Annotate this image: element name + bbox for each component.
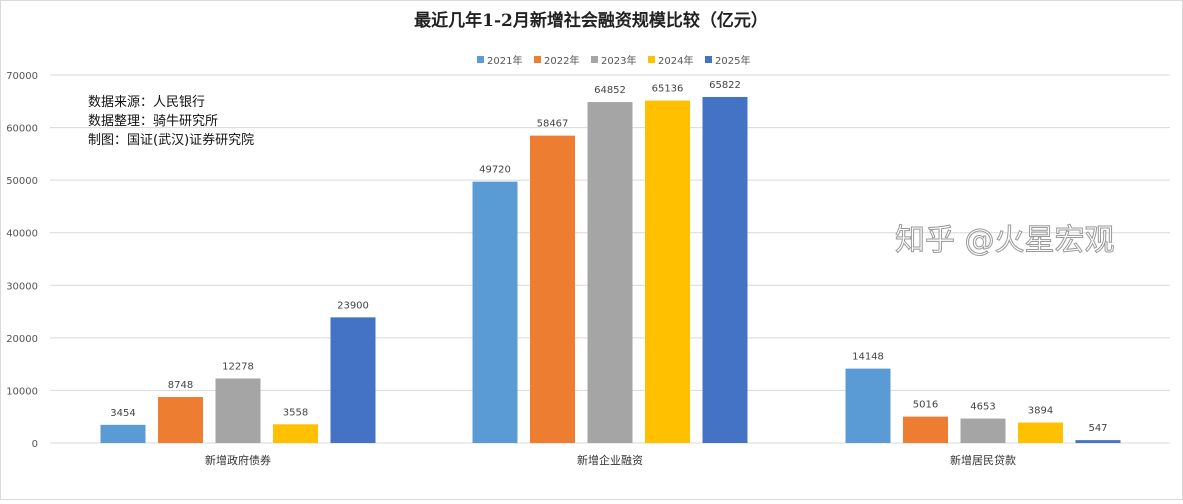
bar bbox=[702, 96, 748, 443]
data-label: 14148 bbox=[852, 352, 884, 363]
data-label: 3894 bbox=[1028, 406, 1053, 417]
bar bbox=[587, 102, 633, 443]
y-tick-label: 10000 bbox=[6, 386, 38, 397]
y-tick-label: 60000 bbox=[6, 124, 38, 135]
legend-label: 2023年 bbox=[601, 54, 636, 67]
bar bbox=[472, 181, 518, 443]
y-tick-label: 30000 bbox=[6, 281, 38, 292]
legend-swatch bbox=[705, 56, 712, 63]
data-label: 4653 bbox=[970, 402, 995, 413]
legend: 2021年 2022年 2023年 2024年 2025年 bbox=[477, 54, 750, 67]
bar bbox=[158, 397, 203, 443]
bar bbox=[903, 416, 948, 443]
data-label: 3558 bbox=[283, 407, 308, 418]
bar bbox=[273, 424, 318, 443]
data-label: 23900 bbox=[337, 300, 369, 311]
data-labels: 3454 8748 12278 3558 23900 49720 58467 64852 651… bbox=[110, 80, 1107, 434]
note-author: 制图：国证(武汉)证券研究院 bbox=[88, 132, 254, 148]
y-tick-label: 40000 bbox=[6, 229, 38, 240]
data-label: 65136 bbox=[652, 84, 684, 95]
legend-label: 2025年 bbox=[715, 54, 750, 67]
data-label: 3454 bbox=[110, 408, 135, 419]
bar bbox=[215, 378, 261, 443]
bar bbox=[1018, 422, 1063, 443]
legend-swatch bbox=[648, 56, 655, 63]
note-compiler: 数据整理：骑牛研究所 bbox=[88, 114, 218, 129]
bar bbox=[330, 317, 376, 443]
legend-label: 2024年 bbox=[658, 54, 693, 67]
legend-swatch bbox=[591, 56, 598, 63]
x-tick-label: 新增居民贷款 bbox=[950, 453, 1016, 467]
bar bbox=[530, 135, 575, 444]
y-tick-label: 20000 bbox=[6, 334, 38, 345]
bars bbox=[100, 96, 1121, 444]
legend-label: 2021年 bbox=[487, 54, 522, 67]
data-label: 547 bbox=[1088, 423, 1107, 434]
bar bbox=[100, 424, 146, 443]
x-tick-label: 新增政府债券 bbox=[205, 453, 271, 467]
chart-title: 最近几年1-2月新增社会融资规模比较（亿元） bbox=[414, 10, 768, 31]
y-axis: 0 10000 20000 30000 40000 50000 60000 70000 bbox=[6, 71, 38, 450]
bar bbox=[1075, 440, 1121, 443]
bar bbox=[960, 418, 1006, 443]
y-tick-label: 0 bbox=[32, 439, 38, 450]
data-label: 64852 bbox=[594, 85, 626, 96]
data-label: 8748 bbox=[168, 380, 193, 391]
note-source: 数据来源：人民银行 bbox=[88, 95, 205, 110]
data-label: 49720 bbox=[479, 165, 511, 176]
x-axis: 新增政府债券 新增企业融资 新增居民贷款 bbox=[205, 453, 1016, 467]
watermark: 知乎 @火星宏观 bbox=[895, 223, 1115, 258]
data-label: 58467 bbox=[537, 119, 569, 130]
legend-label: 2022年 bbox=[544, 54, 579, 67]
data-label: 12278 bbox=[222, 361, 254, 372]
data-label: 65822 bbox=[709, 80, 741, 91]
data-label: 5016 bbox=[913, 400, 938, 411]
bar bbox=[645, 100, 690, 443]
legend-swatch bbox=[477, 56, 484, 63]
x-tick-label: 新增企业融资 bbox=[577, 453, 643, 467]
y-tick-label: 70000 bbox=[6, 71, 38, 82]
legend-swatch bbox=[534, 56, 541, 63]
y-tick-label: 50000 bbox=[6, 176, 38, 187]
bar bbox=[845, 368, 891, 443]
